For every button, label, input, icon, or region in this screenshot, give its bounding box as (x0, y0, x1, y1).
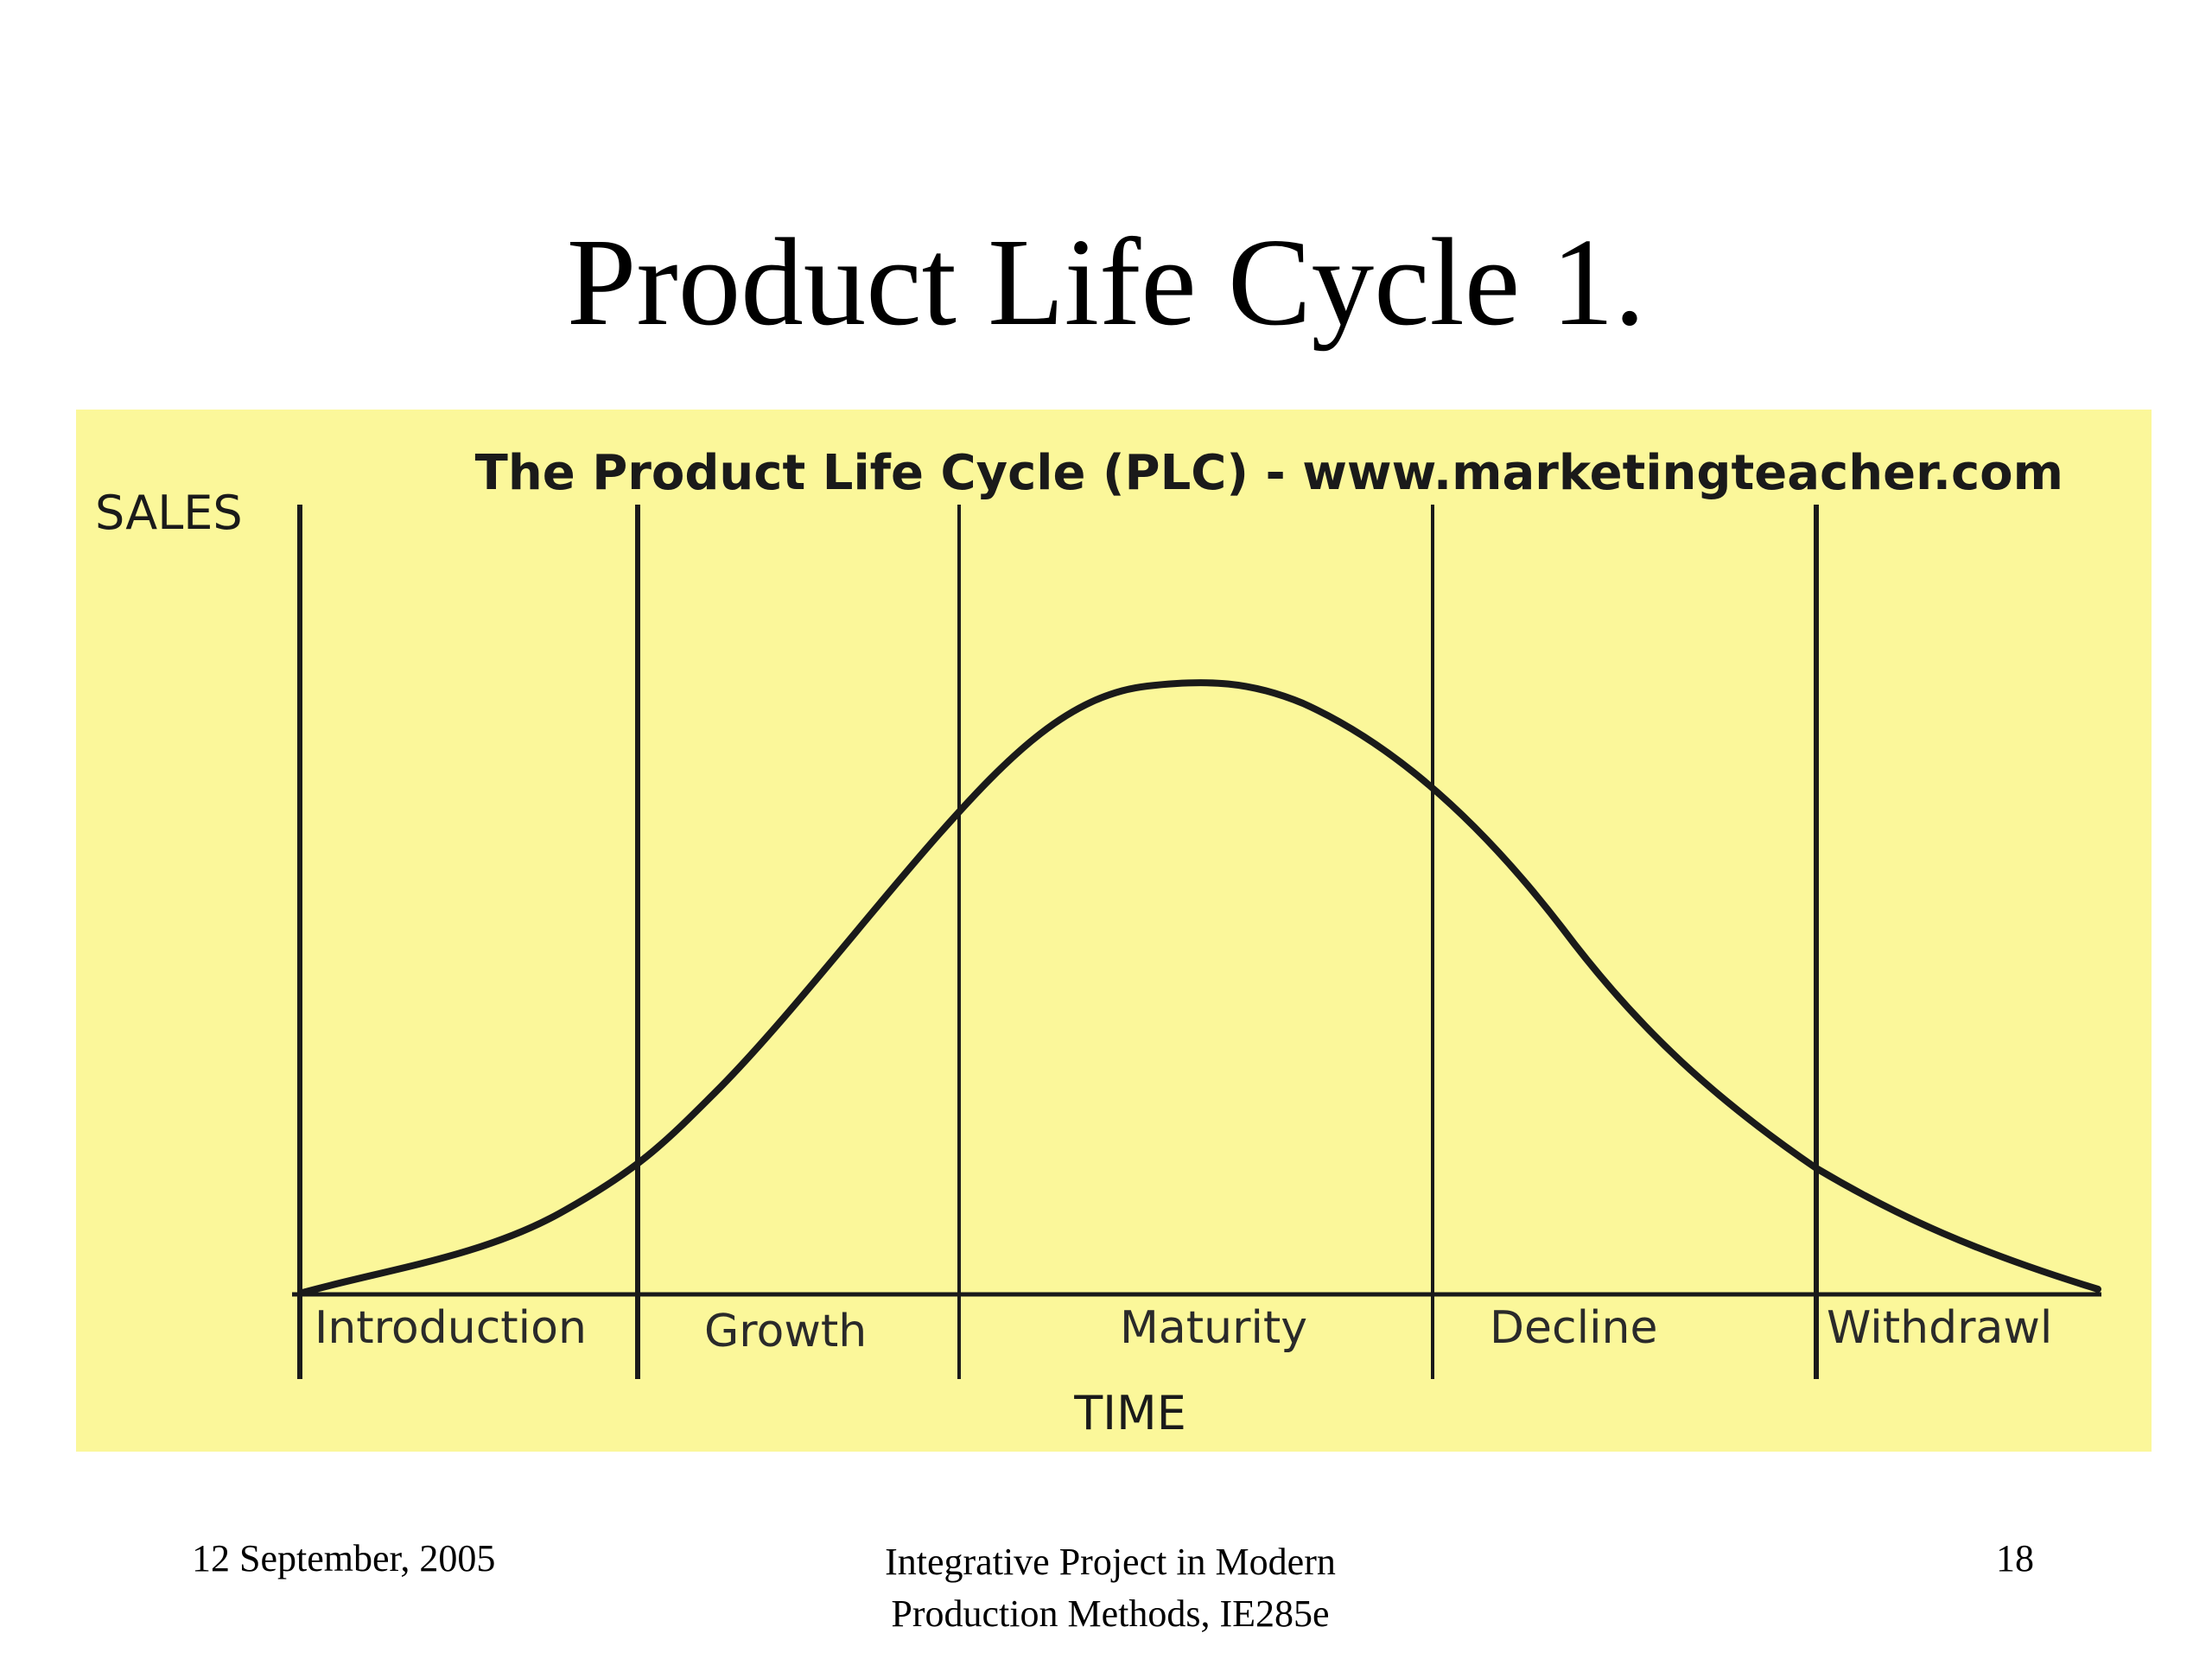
stage-label-introduction: Introduction (315, 1302, 587, 1354)
y-axis-label: SALES (95, 486, 243, 540)
stage-label-growth: Growth (704, 1306, 867, 1357)
stage-label-decline: Decline (1490, 1302, 1657, 1354)
stage-label-maturity: Maturity (1120, 1302, 1307, 1354)
diagram-heading: The Product Life Cycle (PLC) - www.marke… (475, 445, 2063, 501)
footer-course-line2: Production Methods, IE285e (891, 1592, 1330, 1635)
plc-diagram-svg: The Product Life Cycle (PLC) - www.marke… (95, 445, 2101, 1440)
footer-course-line1: Integrative Project in Modern (885, 1541, 1336, 1583)
footer-page-number: 18 (1996, 1537, 2034, 1580)
footer-date: 12 September, 2005 (192, 1537, 496, 1580)
slide-title: Product Life Cycle 1. (566, 213, 1646, 352)
stage-label-withdrawl: Withdrawl (1827, 1302, 2052, 1354)
plc-diagram: The Product Life Cycle (PLC) - www.marke… (76, 410, 2152, 1452)
plc-curve (299, 679, 2101, 1296)
x-axis-label: TIME (1073, 1386, 1186, 1440)
footer-course: Integrative Project in Modern Production… (760, 1536, 1460, 1640)
